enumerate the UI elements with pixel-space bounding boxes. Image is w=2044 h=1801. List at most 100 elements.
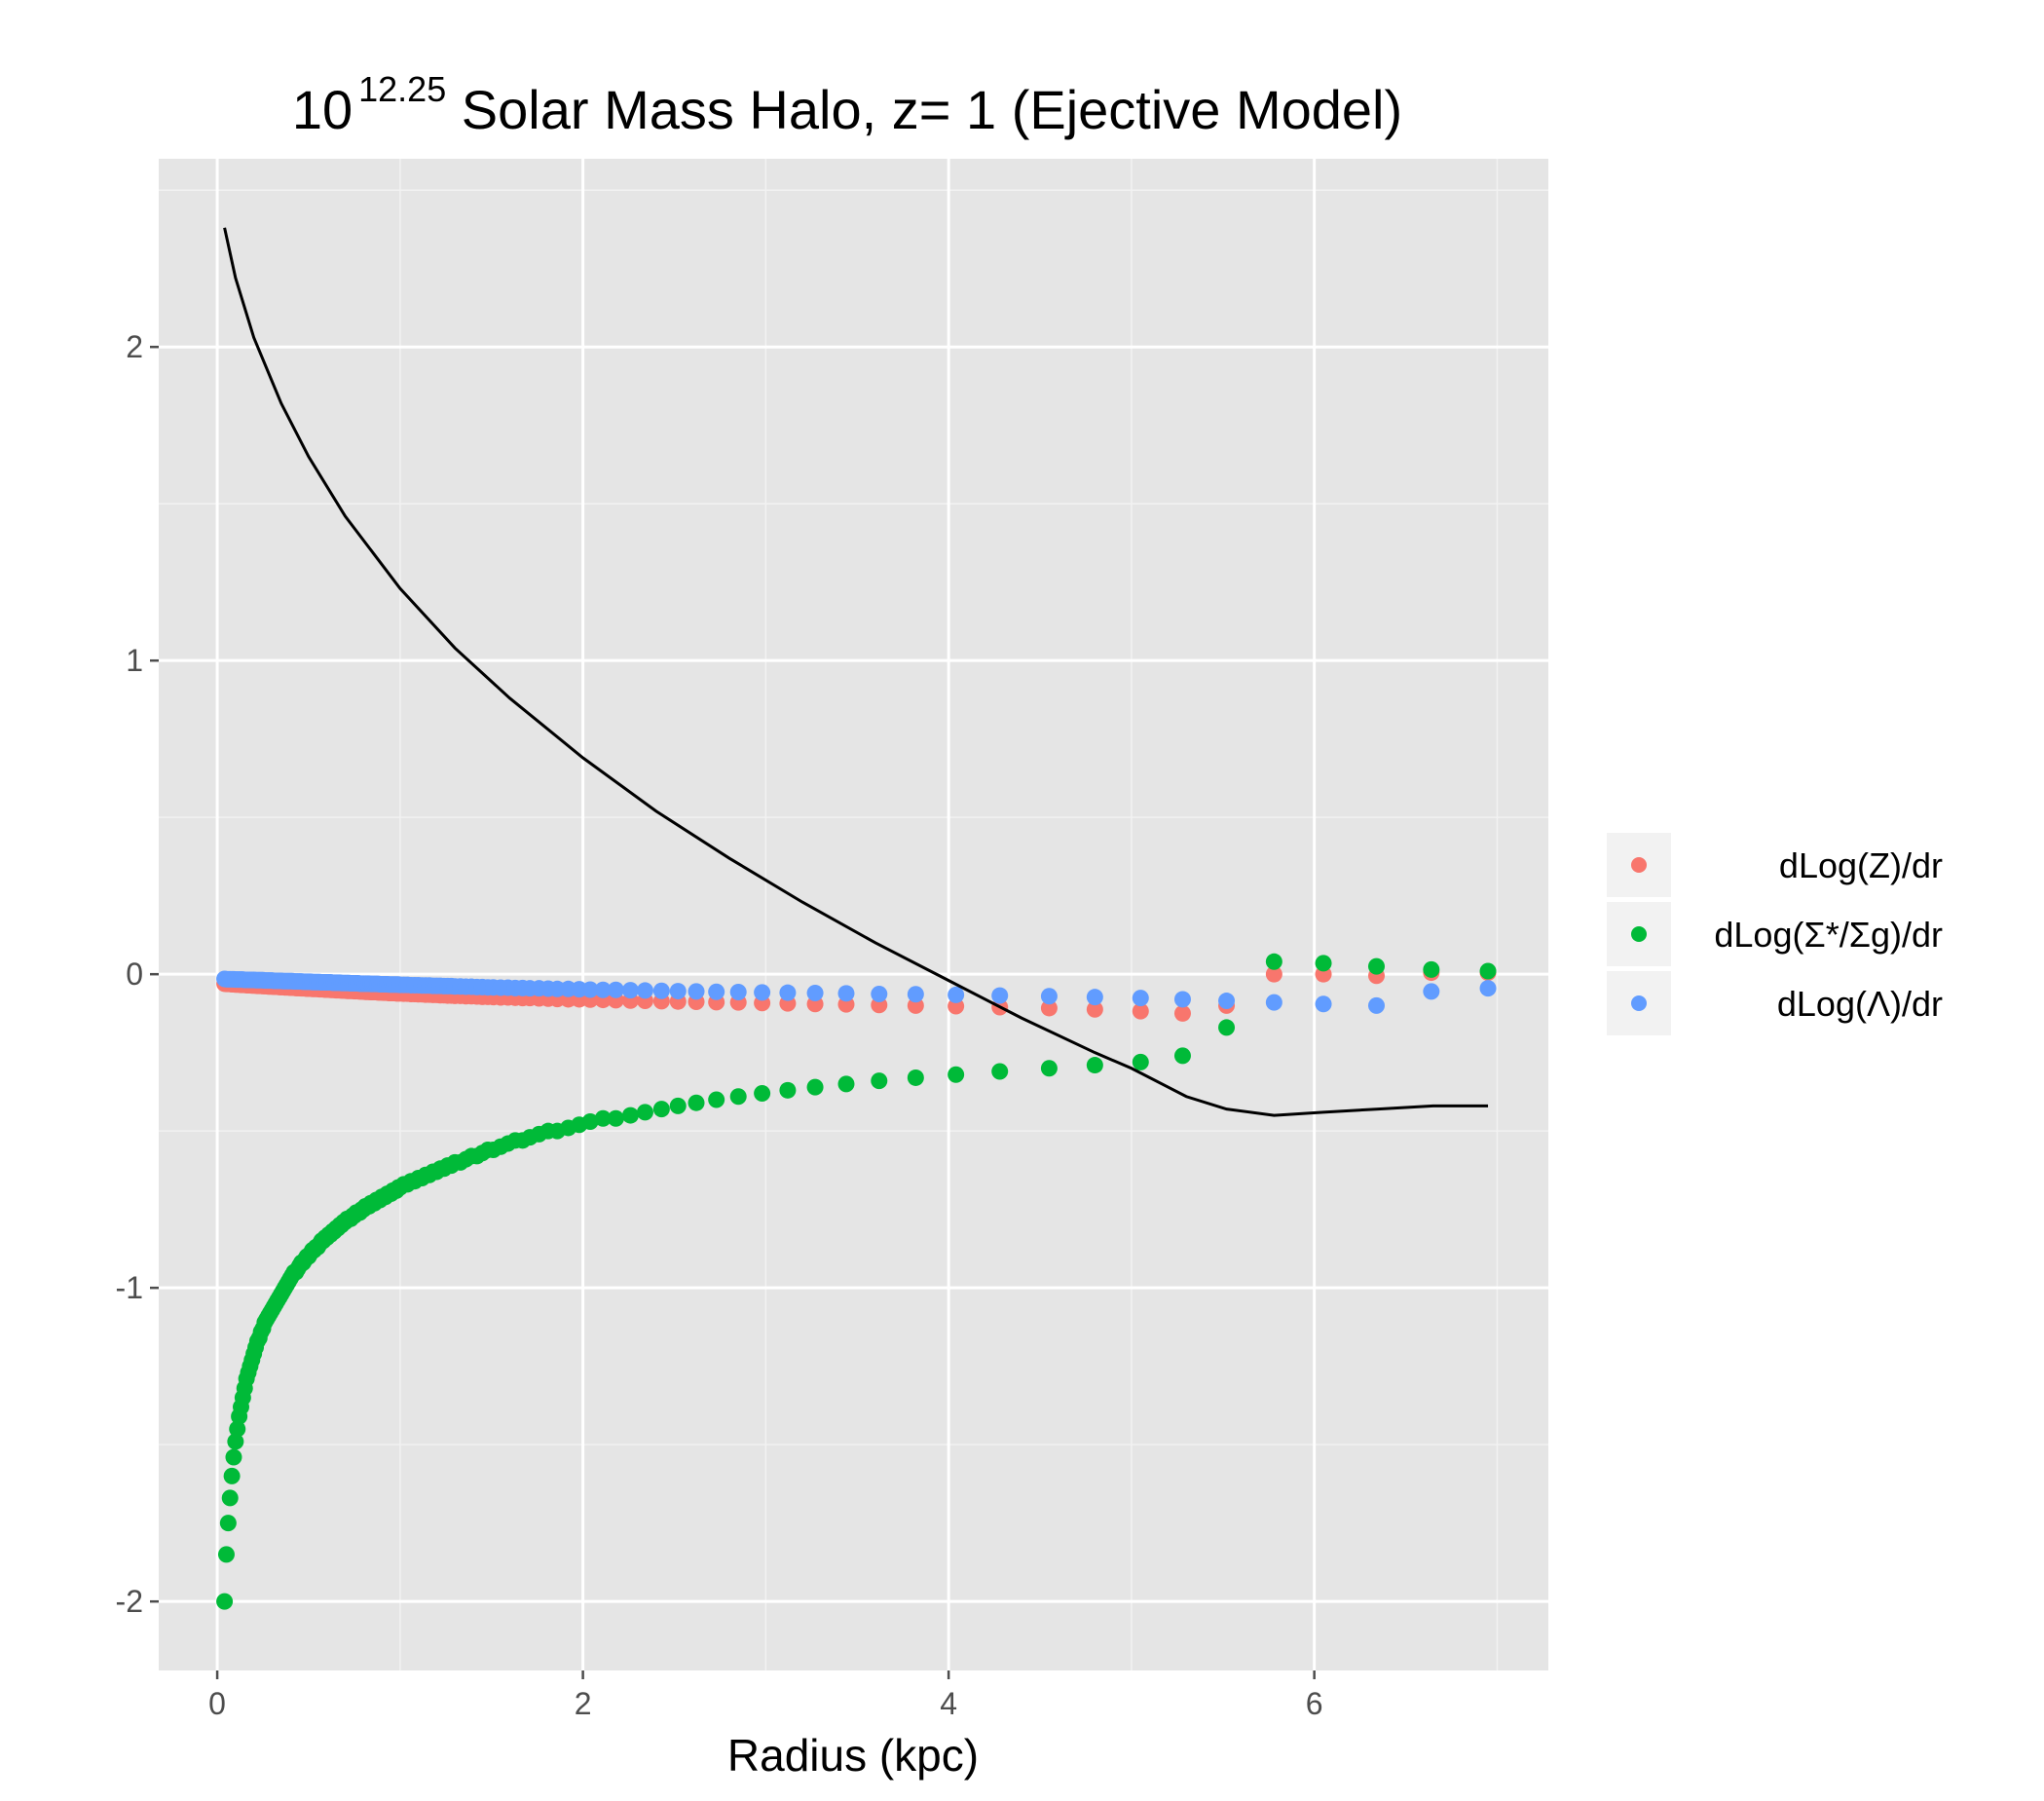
point-lambda: [729, 984, 747, 1001]
y-tick-label: 2: [126, 329, 143, 364]
point-Z: [1086, 1000, 1103, 1018]
point-lambda: [621, 982, 639, 999]
chart-title-base: 10: [292, 79, 353, 140]
point-ratio: [1132, 1053, 1149, 1070]
legend-label-lambda: dLog(Λ)/dr: [1777, 984, 1943, 1024]
point-ratio: [708, 1091, 725, 1108]
chart-title: 10 12.25 Solar Mass Halo, z= 1 (Ejective …: [292, 69, 1402, 140]
x-axis-ticks: [215, 1670, 1316, 1679]
plot-panel: [159, 159, 1548, 1670]
legend-label-Z: dLog(Z)/dr: [1779, 845, 1943, 885]
y-tick-label: -1: [116, 1270, 143, 1305]
point-lambda: [581, 981, 599, 998]
point-lambda: [1173, 991, 1191, 1008]
point-ratio: [1368, 957, 1385, 975]
point-ratio: [636, 1104, 653, 1121]
point-lambda: [1368, 996, 1385, 1014]
point-lambda: [688, 983, 705, 1000]
point-ratio: [225, 1448, 242, 1466]
legend: dLog(Z)/dr dLog(Σ*/Σg)/dr dLog(Λ)/dr: [1607, 833, 1943, 1035]
point-ratio: [991, 1063, 1009, 1080]
point-lambda: [991, 987, 1009, 1004]
y-axis-tick-labels: -2 -1 0 1 2: [116, 329, 143, 1619]
point-lambda: [607, 981, 624, 998]
point-ratio: [948, 1066, 965, 1083]
point-ratio: [688, 1094, 705, 1111]
point-lambda: [708, 983, 725, 1000]
point-ratio: [1040, 1060, 1058, 1077]
y-tick-label: -2: [116, 1584, 143, 1619]
point-ratio: [217, 1546, 235, 1563]
point-ratio: [1086, 1057, 1103, 1074]
y-axis-ticks: [150, 345, 159, 1603]
point-ratio: [594, 1109, 612, 1127]
point-lambda: [806, 985, 824, 1001]
x-tick-label: 4: [940, 1686, 957, 1721]
legend-key-Z: [1631, 857, 1647, 873]
x-tick-label: 6: [1306, 1686, 1323, 1721]
point-ratio: [1173, 1047, 1191, 1065]
x-tick-label: 0: [208, 1686, 226, 1721]
point-Z: [1265, 965, 1282, 983]
point-lambda: [779, 984, 797, 1001]
point-lambda: [636, 982, 653, 999]
point-lambda: [1132, 990, 1149, 1007]
point-ratio: [216, 1593, 234, 1610]
point-ratio: [837, 1075, 855, 1093]
point-lambda: [652, 982, 670, 999]
point-lambda: [907, 986, 924, 1003]
x-tick-label: 2: [575, 1686, 592, 1721]
point-ratio: [729, 1088, 747, 1106]
point-lambda: [1423, 983, 1440, 1000]
point-ratio: [779, 1081, 797, 1099]
point-ratio: [871, 1072, 888, 1090]
point-ratio: [754, 1085, 771, 1103]
y-tick-label: 1: [126, 643, 143, 678]
point-lambda: [871, 985, 888, 1002]
point-lambda: [837, 985, 855, 1002]
grid-minor: [159, 159, 1548, 1670]
point-lambda: [754, 984, 771, 1001]
point-ratio: [581, 1113, 599, 1131]
point-ratio: [652, 1101, 670, 1118]
point-ratio: [669, 1097, 687, 1114]
chart-title-exponent: 12.25: [358, 69, 446, 109]
point-ratio: [223, 1467, 241, 1484]
series-ratio-points: [216, 953, 1497, 1610]
point-ratio: [227, 1433, 244, 1450]
chart-title-rest: Solar Mass Halo, z= 1 (Ejective Model): [446, 79, 1402, 140]
point-lambda: [1040, 988, 1058, 1005]
y-tick-label: 0: [126, 957, 143, 992]
point-lambda: [948, 986, 965, 1003]
series-lambda-points: [216, 970, 1497, 1014]
point-lambda: [1218, 993, 1236, 1010]
grid-major: [159, 159, 1548, 1670]
total-line: [223, 227, 1489, 1117]
legend-label-ratio: dLog(Σ*/Σg)/dr: [1714, 915, 1943, 955]
point-lambda: [1086, 989, 1103, 1006]
legend-key-lambda: [1631, 995, 1647, 1011]
x-axis-title: Radius (kpc): [727, 1730, 979, 1781]
point-ratio: [1218, 1019, 1236, 1036]
point-Z: [1040, 999, 1058, 1017]
point-ratio: [607, 1109, 624, 1127]
point-lambda: [669, 983, 687, 1000]
point-ratio: [1479, 962, 1497, 980]
point-ratio: [907, 1069, 924, 1086]
point-lambda: [1479, 980, 1497, 997]
point-lambda: [594, 981, 612, 998]
point-ratio: [1423, 960, 1440, 978]
point-ratio: [219, 1515, 237, 1532]
point-ratio: [1265, 953, 1282, 970]
point-ratio: [1315, 955, 1332, 972]
legend-key-ratio: [1631, 926, 1647, 942]
point-lambda: [1265, 994, 1282, 1011]
point-Z: [1132, 1002, 1149, 1020]
point-Z: [1173, 1004, 1191, 1022]
point-ratio: [806, 1078, 824, 1096]
point-ratio: [221, 1489, 239, 1507]
point-lambda: [1315, 995, 1332, 1013]
point-ratio: [621, 1107, 639, 1124]
x-axis-tick-labels: 0 2 4 6: [208, 1686, 1322, 1721]
